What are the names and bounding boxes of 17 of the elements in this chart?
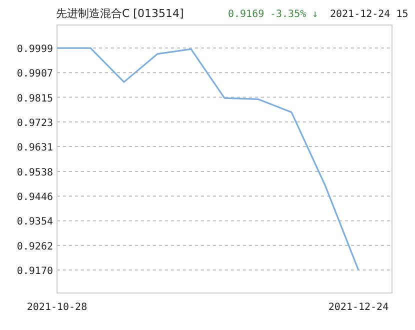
y-tick-label: 0.9446 bbox=[16, 192, 53, 204]
y-tick-label: 0.9815 bbox=[16, 93, 53, 104]
text: -3.35% ↓ bbox=[270, 9, 318, 20]
y-tick-label: 0.9170 bbox=[16, 266, 53, 277]
chart-title: 先进制造混合C [013514] bbox=[56, 7, 184, 20]
y-tick-label: 0.9538 bbox=[16, 167, 53, 178]
y-tick-label: 0.9999 bbox=[16, 44, 53, 56]
y-tick-label: 0.9723 bbox=[16, 118, 53, 129]
text: 2021-12-24 15 bbox=[330, 9, 408, 20]
y-tick-label: 0.9354 bbox=[16, 216, 53, 228]
y-tick-label: 0.9262 bbox=[16, 241, 53, 252]
x-tick-label: 2021-12-24 bbox=[328, 302, 389, 313]
line-series bbox=[56, 47, 360, 272]
y-tick-label: 0.9631 bbox=[16, 142, 53, 154]
text: 0.9169 bbox=[228, 9, 264, 20]
x-tick-label: 2021-10-28 bbox=[26, 302, 88, 313]
y-tick-label: 0.9907 bbox=[16, 68, 53, 80]
